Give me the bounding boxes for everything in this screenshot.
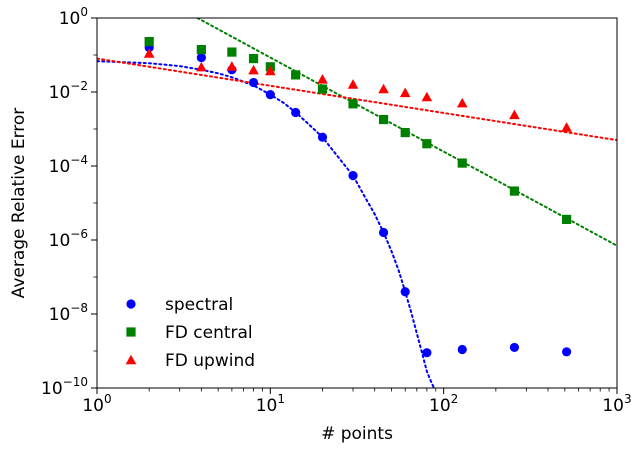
- data-point: [317, 132, 328, 142]
- data-point: [378, 83, 389, 94]
- data-point: [227, 47, 237, 57]
- data-point: [562, 347, 572, 357]
- data-point: [226, 61, 238, 71]
- fit-line-0: [97, 60, 436, 388]
- data-point: [400, 127, 410, 138]
- data-point: [144, 37, 154, 47]
- data-point: [317, 74, 328, 84]
- data-point: [378, 227, 389, 238]
- x-tick-label: 100: [82, 392, 111, 416]
- legend-marker: [126, 327, 136, 337]
- x-tick-label: 101: [256, 392, 285, 416]
- data-point: [509, 342, 520, 353]
- data-point: [291, 70, 301, 80]
- y-tick-label: 10−10: [41, 375, 88, 399]
- data-point: [291, 107, 301, 118]
- data-point: [248, 77, 259, 88]
- data-point: [196, 61, 207, 72]
- data-point: [248, 53, 259, 64]
- y-axis: 100 10−2 10−4 10−6 10−8 10−10: [41, 5, 97, 399]
- data-point: [399, 87, 411, 98]
- data-point: [348, 171, 358, 181]
- legend: spectral FD central FD upwind: [125, 295, 255, 371]
- data-markers: [143, 37, 572, 358]
- x-axis-label: # points: [321, 424, 393, 444]
- data-point: [378, 114, 389, 125]
- data-point: [317, 84, 328, 94]
- data-point: [421, 91, 433, 102]
- x-tick-label: 103: [602, 392, 631, 416]
- data-point: [562, 214, 572, 225]
- legend-label: spectral: [165, 295, 233, 315]
- x-axis: 100 101 102 103: [82, 388, 632, 416]
- data-point: [348, 99, 358, 109]
- y-tick-label: 100: [59, 5, 88, 29]
- data-point: [457, 158, 467, 168]
- y-tick-label: 10−6: [49, 227, 88, 251]
- y-tick-label: 10−8: [49, 301, 88, 325]
- data-point: [509, 186, 520, 196]
- fit-line-2: [97, 57, 617, 142]
- data-point: [143, 48, 155, 58]
- data-point: [196, 44, 206, 55]
- data-point: [347, 79, 359, 89]
- data-point: [509, 109, 520, 120]
- legend-label: FD upwind: [165, 351, 255, 371]
- data-point: [265, 90, 275, 100]
- data-point: [248, 64, 259, 75]
- x-tick-label: 102: [429, 392, 458, 416]
- data-point: [196, 53, 206, 63]
- series-0: [144, 42, 572, 358]
- y-tick-label: 10−2: [49, 79, 88, 103]
- data-point: [456, 97, 468, 108]
- legend-label: FD central: [165, 323, 253, 343]
- legend-marker: [126, 299, 136, 309]
- data-point: [422, 139, 432, 149]
- series-1: [144, 37, 572, 225]
- y-axis-label: Average Relative Error: [9, 108, 29, 299]
- data-point: [422, 348, 432, 358]
- data-point: [400, 287, 410, 297]
- data-point: [457, 344, 467, 355]
- legend-marker: [125, 354, 137, 365]
- data-point: [265, 65, 276, 76]
- data-point: [561, 122, 572, 132]
- y-tick-label: 10−4: [49, 153, 88, 177]
- series-2: [143, 48, 572, 132]
